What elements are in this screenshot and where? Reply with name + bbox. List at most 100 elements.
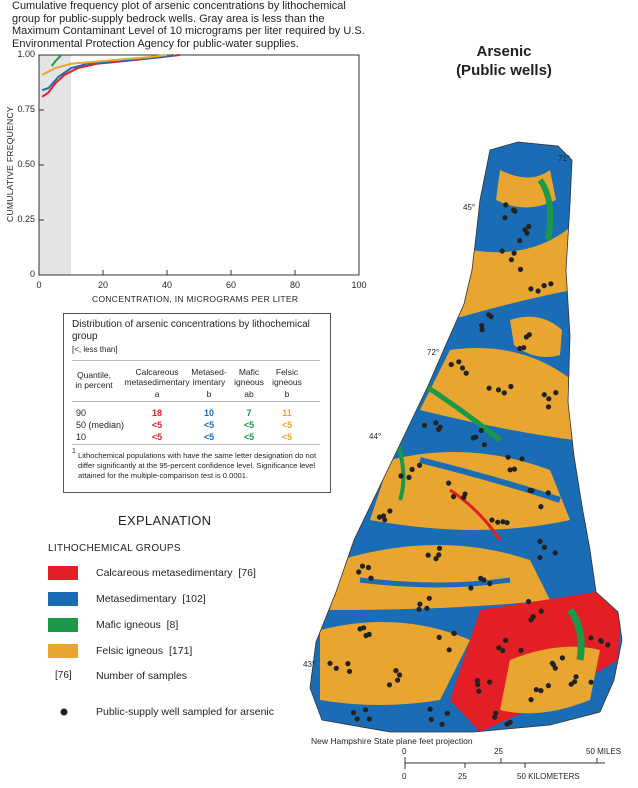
well-point (500, 648, 506, 654)
column-header: Metased- imentary (191, 367, 227, 387)
well-point (433, 556, 439, 562)
well-point (511, 466, 517, 472)
legend-count: [8] (166, 619, 179, 631)
legend-count: [76] (238, 567, 256, 579)
legend-swatch (48, 644, 78, 658)
well-point (333, 665, 339, 671)
well-point (424, 605, 430, 611)
well-point (481, 442, 488, 448)
well-point (368, 575, 374, 581)
well-point (553, 390, 559, 396)
well-point (500, 519, 506, 525)
scale-bar (404, 757, 605, 769)
well-point (492, 714, 498, 720)
y-axis-label: CUMULATIVE FREQUENCY (5, 106, 15, 222)
well-point (446, 647, 452, 653)
plot-caption: Cumulative frequency plot of arsenic con… (12, 0, 365, 50)
y-tick-label: 0.50 (17, 159, 35, 169)
lat-label-44: 44° (369, 432, 382, 441)
footnote-text: Lithochemical populations with have the … (78, 451, 317, 480)
quantile-row-label: 10 (76, 432, 87, 442)
value-cell: 7 (246, 408, 252, 418)
well-point (395, 677, 401, 683)
well-point (503, 202, 509, 208)
value-cell: <5 (151, 420, 163, 430)
well-point (541, 544, 547, 550)
lon-label-71: 71° (558, 154, 571, 163)
well-point (456, 359, 462, 365)
legend-item: Metasedimentary [102] (96, 593, 206, 605)
well-point (386, 682, 393, 688)
map-title-line2: (Public wells) (456, 62, 552, 79)
series-line-mafic (50, 54, 63, 67)
well-point (495, 519, 501, 525)
column-letter: a (154, 389, 160, 399)
well-point (459, 365, 466, 371)
well-point (519, 456, 525, 462)
legend-count: [102] (182, 593, 206, 605)
column-letter: b (284, 389, 290, 399)
well-point (526, 223, 532, 230)
well-point (501, 390, 507, 396)
value-cell: <5 (151, 432, 163, 442)
well-point (517, 266, 524, 272)
legend-swatch (48, 566, 78, 580)
well-point (548, 281, 554, 287)
well-point (526, 332, 532, 338)
well-point (605, 642, 611, 648)
x-tick-label: 100 (351, 280, 367, 290)
well-point (327, 660, 333, 666)
well-point (502, 215, 508, 221)
legend-label: Metasedimentary (96, 593, 177, 605)
scale-km-50: 50 KILOMETERS (517, 772, 580, 781)
value-cell: <5 (243, 432, 255, 442)
lat-label-43: 43° (303, 660, 316, 669)
well-point (380, 513, 387, 519)
table-rule-mid (72, 401, 320, 402)
well-point (450, 494, 457, 500)
well-point (537, 538, 543, 544)
well-point (426, 595, 432, 601)
x-tick-label: 40 (161, 280, 172, 290)
well-point (416, 462, 423, 468)
well-point (481, 577, 487, 583)
map-title-line1: Arsenic (476, 43, 532, 60)
scale-km-25: 25 (458, 772, 467, 781)
well-point (461, 494, 467, 500)
series-line-felsic (41, 54, 168, 76)
column-header: Calcareous metasedimentary (124, 367, 190, 387)
well-point (363, 707, 369, 713)
new-hampshire-map (309, 141, 623, 733)
well-point (588, 679, 594, 685)
x-tick-label: 20 (97, 280, 108, 290)
map-title: Arsenic (Public wells) (440, 42, 568, 80)
well-point (486, 385, 492, 391)
well-point (439, 721, 445, 727)
x-tick-label: 0 (36, 280, 42, 290)
well-point (535, 288, 541, 294)
well-point (350, 710, 357, 716)
legend-label: Calcareous metasedimentary (96, 567, 233, 579)
column-letter: ab (244, 389, 254, 399)
value-cell: <5 (203, 420, 215, 430)
well-point (359, 563, 366, 569)
well-point (397, 672, 403, 678)
well-point (463, 370, 469, 376)
cumulative-frequency-chart (38, 54, 360, 276)
y-tick-label: 0 (29, 269, 35, 279)
well-point (475, 681, 481, 688)
well-point (598, 637, 604, 644)
well-point (496, 645, 502, 651)
well-point (444, 710, 450, 716)
x-tick-label: 60 (225, 280, 236, 290)
well-point (503, 637, 509, 643)
well-points (327, 202, 611, 727)
well-point (528, 286, 534, 292)
series-lines (41, 54, 180, 98)
well-point (521, 345, 527, 351)
well-point (365, 564, 372, 571)
well-point (436, 545, 443, 551)
value-cell: 11 (282, 408, 292, 418)
state-outline (309, 141, 623, 733)
well-point (479, 327, 485, 333)
